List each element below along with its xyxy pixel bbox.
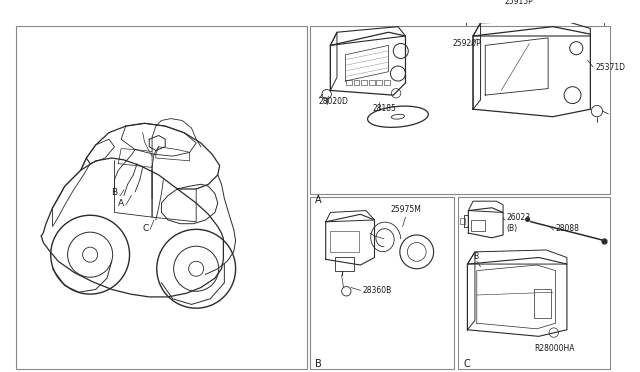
Bar xyxy=(376,80,382,85)
Text: R28000HA: R28000HA xyxy=(534,344,575,353)
Text: 25975M: 25975M xyxy=(390,205,421,214)
Bar xyxy=(384,80,390,85)
Bar xyxy=(346,80,352,85)
Text: 28020D: 28020D xyxy=(318,97,348,106)
Text: 25920P: 25920P xyxy=(452,39,481,48)
Text: (B): (B) xyxy=(507,224,518,233)
Text: 28185: 28185 xyxy=(372,104,397,113)
Text: A: A xyxy=(118,199,124,208)
Bar xyxy=(354,80,360,85)
Text: 25371D: 25371D xyxy=(595,62,625,72)
Text: 28088: 28088 xyxy=(556,224,580,233)
Bar xyxy=(16,26,307,369)
Text: 25915P: 25915P xyxy=(505,0,534,6)
Bar xyxy=(362,80,367,85)
Text: 26023: 26023 xyxy=(507,213,531,222)
Text: B: B xyxy=(111,189,117,198)
Text: C: C xyxy=(143,224,149,233)
Bar xyxy=(460,218,465,224)
Bar xyxy=(310,198,454,369)
Bar xyxy=(534,289,551,318)
Text: 28360B: 28360B xyxy=(362,286,392,295)
Bar xyxy=(458,198,610,369)
Bar xyxy=(369,80,374,85)
Text: B: B xyxy=(316,359,322,369)
Text: B: B xyxy=(473,252,478,261)
Text: C: C xyxy=(463,359,470,369)
Text: A: A xyxy=(316,195,322,205)
Bar xyxy=(335,257,354,271)
Bar xyxy=(310,26,610,194)
Bar xyxy=(471,220,485,231)
Bar xyxy=(330,231,358,252)
